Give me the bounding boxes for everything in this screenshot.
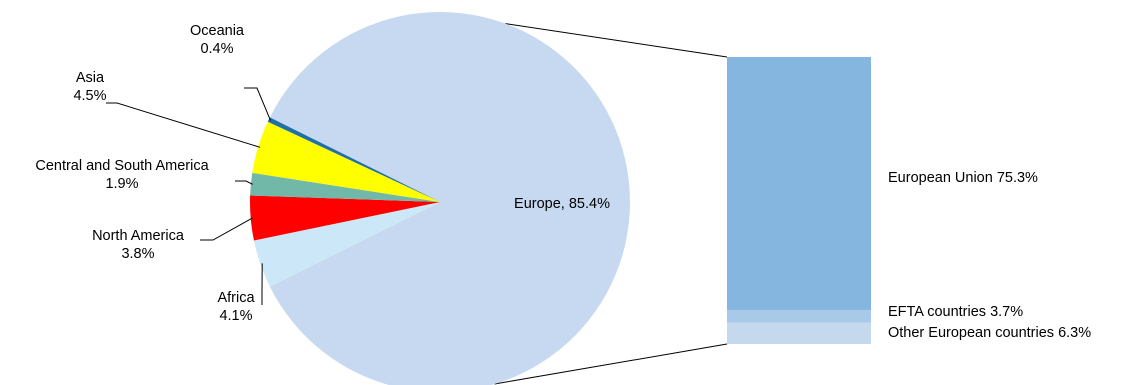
- leader-line-asia: [106, 102, 261, 148]
- bar-segment-european-union: [727, 57, 871, 311]
- data-labels: Europe, 85.4% Africa 4.1% North America 3.8%…: [35, 23, 1091, 341]
- leader-lines: [106, 87, 271, 305]
- pie-label-europe: Europe, 85.4%: [514, 196, 610, 212]
- pie-label-oceania: Oceania 0.4%: [190, 23, 245, 57]
- connector-line-bottom: [494, 343, 728, 385]
- connector-line-top: [505, 23, 728, 58]
- bar-label-european-union: European Union 75.3%: [888, 170, 1038, 186]
- leader-line-north-america: [200, 217, 253, 241]
- pie-label-central-and-south-america: Central and South America 1.9%: [35, 158, 209, 192]
- pie-slice-africa: [253, 202, 440, 287]
- bar-label-other-european-countries: Other European countries 6.3%: [888, 325, 1091, 341]
- pie-label-north-america: North America 3.8%: [92, 228, 185, 262]
- pie: [249, 12, 630, 385]
- leader-line-oceania: [244, 87, 271, 121]
- connector-lines: [494, 23, 728, 385]
- bar-label-efta-countries: EFTA countries 3.7%: [888, 304, 1023, 320]
- leader-line-central-and-south-america: [235, 180, 253, 185]
- pie-label-asia: Asia 4.5%: [73, 70, 106, 104]
- bar-segment-other-european-countries: [727, 322, 871, 344]
- stacked-bar: [727, 57, 871, 344]
- pie-label-africa: Africa 4.1%: [217, 290, 255, 324]
- pie-slice-europe: [269, 12, 630, 385]
- pie-slice-north-america: [249, 195, 440, 241]
- pie-slice-asia: [252, 121, 440, 202]
- pie-slice-central-and-south-america: [250, 172, 440, 202]
- bar-segment-efta-countries: [727, 310, 871, 323]
- pie-slice-oceania: [267, 117, 440, 202]
